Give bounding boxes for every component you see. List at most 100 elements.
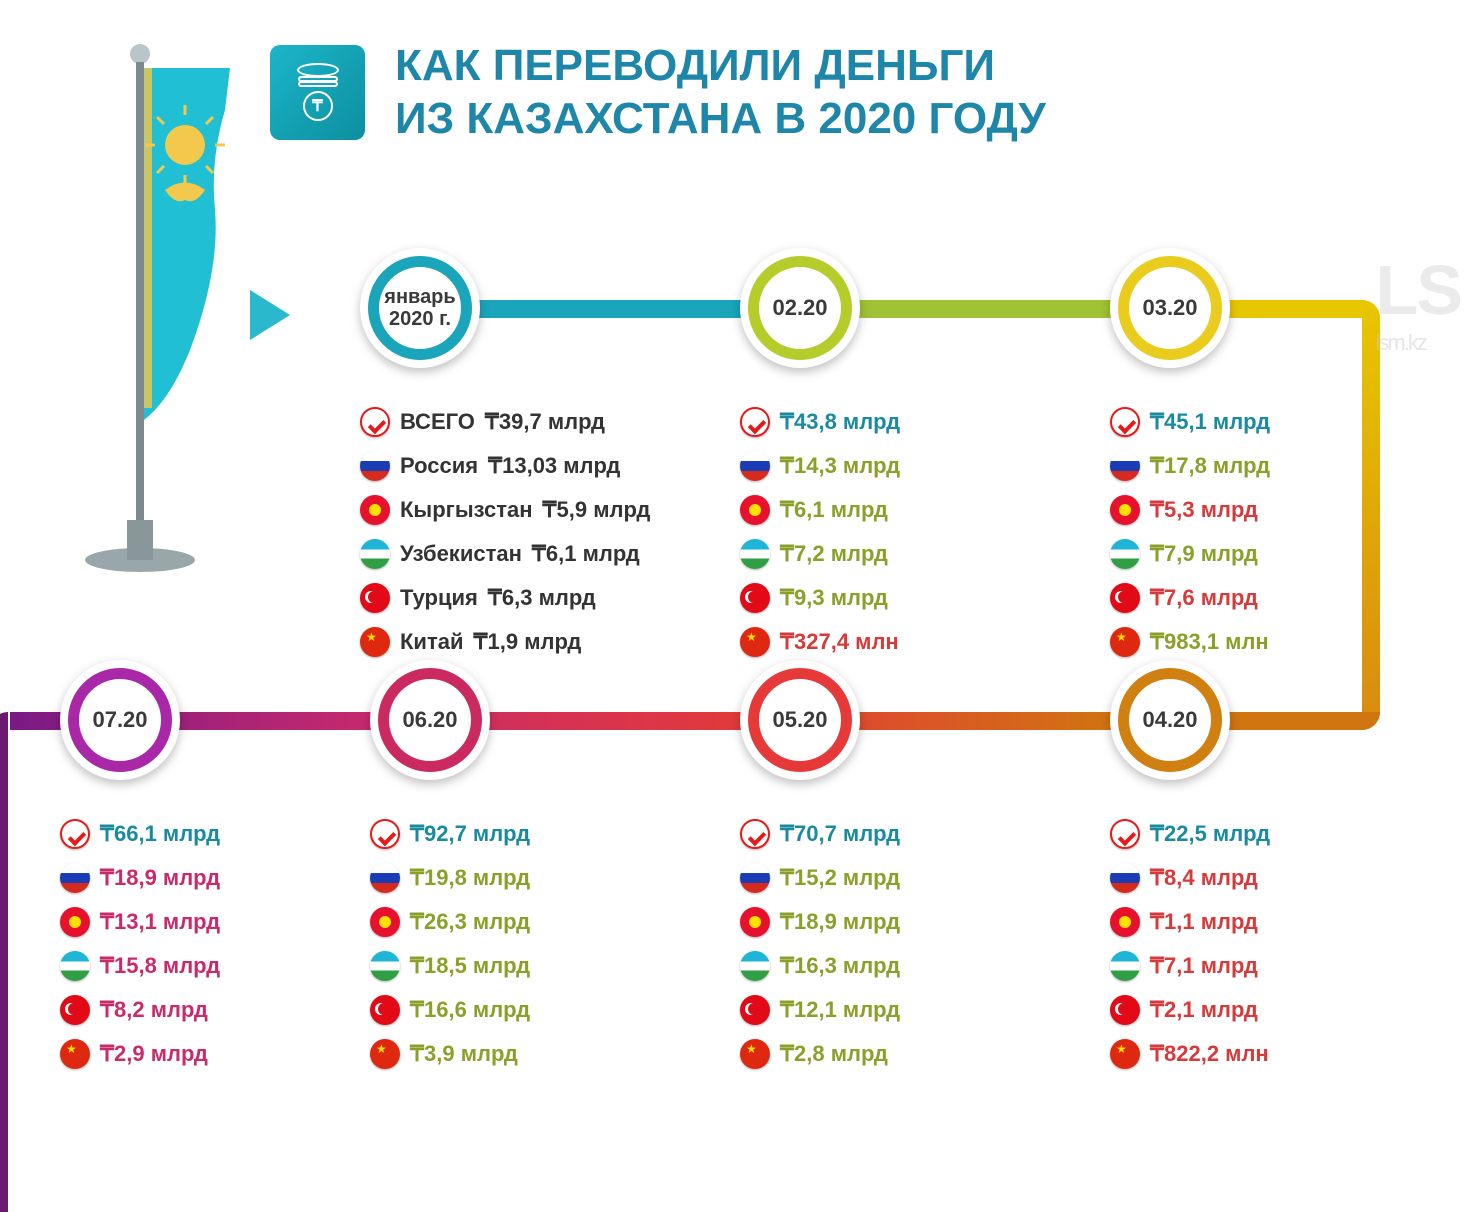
amount-value: ₸6,1 млрд <box>532 541 640 567</box>
checkmark-icon <box>1110 819 1140 849</box>
amount-value: ₸7,1 млрд <box>1150 953 1258 979</box>
timeline-node-label: январь2020 г. <box>384 286 455 330</box>
amount-value: ₸43,8 млрд <box>780 409 900 435</box>
amount-value: ₸18,5 млрд <box>410 953 530 979</box>
flag-cn-icon <box>360 627 390 657</box>
amount-value: ₸16,3 млрд <box>780 953 900 979</box>
flag-tr-icon <box>60 995 90 1025</box>
data-row: Узбекистан ₸6,1 млрд <box>360 532 660 576</box>
month-data-m05: ₸70,7 млрд₸15,2 млрд₸18,9 млрд₸16,3 млрд… <box>740 812 1040 1076</box>
amount-value: ₸16,6 млрд <box>410 997 530 1023</box>
data-row: ₸12,1 млрд <box>740 988 1040 1032</box>
data-row: ₸19,8 млрд <box>370 856 670 900</box>
country-name: ВСЕГО <box>400 409 475 435</box>
data-row: ₸8,4 млрд <box>1110 856 1410 900</box>
data-row: ₸822,2 млн <box>1110 1032 1410 1076</box>
amount-value: ₸14,3 млрд <box>780 453 900 479</box>
flag-cn-icon <box>740 627 770 657</box>
checkmark-icon <box>1110 407 1140 437</box>
month-data-m02: ₸43,8 млрд ₸14,3 млрд ₸6,1 млрд ₸7,2 млрд ₸9… <box>740 400 1040 664</box>
data-row: ₸15,2 млрд <box>740 856 1040 900</box>
flag-ru-icon <box>1110 451 1140 481</box>
amount-value: ₸8,2 млрд <box>100 997 208 1023</box>
data-row: ВСЕГО ₸39,7 млрд <box>360 400 660 444</box>
month-data-m04: ₸22,5 млрд ₸8,4 млрд ₸1,1 млрд ₸7,1 млрд ₸2,… <box>1110 812 1410 1076</box>
flag-cn-icon <box>740 1039 770 1069</box>
amount-value: ₸70,7 млрд <box>780 821 900 847</box>
flag-ru-icon <box>370 863 400 893</box>
country-name: Россия <box>400 453 478 479</box>
timeline-node-m02: 02.20 <box>740 248 860 368</box>
flag-ru-icon <box>1110 863 1140 893</box>
amount-value: ₸6,3 млрд <box>488 585 596 611</box>
flag-tr-icon <box>740 995 770 1025</box>
amount-value: ₸9,3 млрд <box>780 585 888 611</box>
timeline-node-label: 04.20 <box>1142 708 1197 732</box>
flag-cn-icon <box>1110 627 1140 657</box>
data-row: ₸17,8 млрд <box>1110 444 1410 488</box>
flag-kg-icon <box>1110 495 1140 525</box>
data-row: ₸15,8 млрд <box>60 944 360 988</box>
data-row: ₸2,1 млрд <box>1110 988 1410 1032</box>
flag-tr-icon <box>1110 995 1140 1025</box>
country-name: Китай <box>400 629 464 655</box>
amount-value: ₸92,7 млрд <box>410 821 530 847</box>
checkmark-icon <box>740 407 770 437</box>
data-row: ₸7,1 млрд <box>1110 944 1410 988</box>
data-row: ₸43,8 млрд <box>740 400 1040 444</box>
data-row: ₸2,9 млрд <box>60 1032 360 1076</box>
amount-value: ₸15,8 млрд <box>100 953 220 979</box>
amount-value: ₸3,9 млрд <box>410 1041 518 1067</box>
data-row: ₸92,7 млрд <box>370 812 670 856</box>
timeline-node-m07: 07.20 <box>60 660 180 780</box>
amount-value: ₸983,1 млн <box>1150 629 1269 655</box>
amount-value: ₸6,1 млрд <box>780 497 888 523</box>
data-row: ₸7,2 млрд <box>740 532 1040 576</box>
timeline-node-label: 06.20 <box>402 708 457 732</box>
flag-tr-icon <box>370 995 400 1025</box>
flag-kg-icon <box>370 907 400 937</box>
amount-value: ₸5,3 млрд <box>1150 497 1258 523</box>
data-row: ₸9,3 млрд <box>740 576 1040 620</box>
timeline-node-m03: 03.20 <box>1110 248 1230 368</box>
timeline-node-label: 02.20 <box>772 296 827 320</box>
watermark: LS lsm.kz <box>1376 250 1461 356</box>
data-row: ₸327,4 млн <box>740 620 1040 664</box>
amount-value: ₸8,4 млрд <box>1150 865 1258 891</box>
month-data-m06: ₸92,7 млрд₸19,8 млрд₸26,3 млрд₸18,5 млрд… <box>370 812 670 1076</box>
amount-value: ₸15,2 млрд <box>780 865 900 891</box>
data-row: ₸70,7 млрд <box>740 812 1040 856</box>
header: ₸ КАК ПЕРЕВОДИЛИ ДЕНЬГИ ИЗ КАЗАХСТАНА В … <box>270 40 1046 146</box>
page-title: КАК ПЕРЕВОДИЛИ ДЕНЬГИ ИЗ КАЗАХСТАНА В 20… <box>395 40 1046 146</box>
flag-ru-icon <box>60 863 90 893</box>
kazakhstan-flag-icon <box>60 40 230 600</box>
arrow-right-icon <box>250 290 290 340</box>
amount-value: ₸39,7 млрд <box>485 409 605 435</box>
amount-value: ₸66,1 млрд <box>100 821 220 847</box>
amount-value: ₸22,5 млрд <box>1150 821 1270 847</box>
checkmark-icon <box>370 819 400 849</box>
amount-value: ₸5,9 млрд <box>543 497 651 523</box>
data-row: ₸7,9 млрд <box>1110 532 1410 576</box>
flag-kg-icon <box>740 495 770 525</box>
amount-value: ₸18,9 млрд <box>100 865 220 891</box>
country-name: Турция <box>400 585 478 611</box>
data-row: ₸2,8 млрд <box>740 1032 1040 1076</box>
data-row: ₸3,9 млрд <box>370 1032 670 1076</box>
timeline-node-m04: 04.20 <box>1110 660 1230 780</box>
checkmark-icon <box>60 819 90 849</box>
data-row: Китай ₸1,9 млрд <box>360 620 660 664</box>
country-name: Кыргызстан <box>400 497 533 523</box>
amount-value: ₸2,9 млрд <box>100 1041 208 1067</box>
flag-tr-icon <box>360 583 390 613</box>
flag-uz-icon <box>740 539 770 569</box>
data-row: ₸22,5 млрд <box>1110 812 1410 856</box>
amount-value: ₸1,1 млрд <box>1150 909 1258 935</box>
timeline-node-m05: 05.20 <box>740 660 860 780</box>
data-row: ₸7,6 млрд <box>1110 576 1410 620</box>
data-row: ₸8,2 млрд <box>60 988 360 1032</box>
data-row: ₸66,1 млрд <box>60 812 360 856</box>
data-row: ₸18,5 млрд <box>370 944 670 988</box>
amount-value: ₸1,9 млрд <box>474 629 582 655</box>
amount-value: ₸17,8 млрд <box>1150 453 1270 479</box>
